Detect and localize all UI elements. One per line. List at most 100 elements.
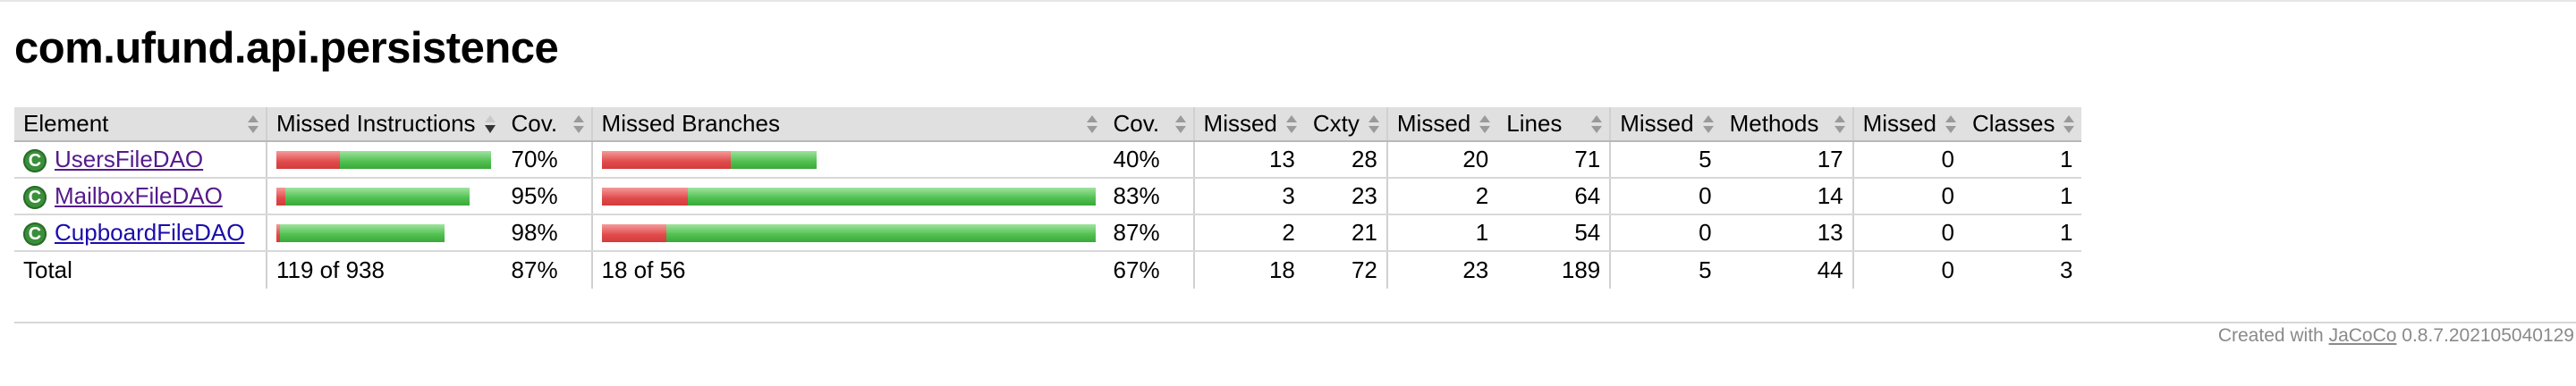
jacoco-link[interactable]: JaCoCo bbox=[2328, 325, 2397, 346]
classes: 1 bbox=[1962, 141, 2082, 179]
footer-prefix: Created with bbox=[2217, 325, 2324, 346]
cxty: 28 bbox=[1303, 141, 1387, 179]
missed-cxty: 3 bbox=[1192, 178, 1304, 215]
lines: 54 bbox=[1497, 214, 1611, 252]
missed-branches-bar-cell bbox=[590, 178, 1105, 215]
classes: 1 bbox=[1962, 178, 2082, 215]
coverage-table: Element Missed Instructions Cov. Missed … bbox=[14, 107, 2082, 289]
col-header-missed-classes-label: Missed bbox=[1862, 110, 1936, 137]
element-cell: C CupboardFileDAO bbox=[14, 214, 267, 252]
missed-lines: 2 bbox=[1385, 178, 1498, 215]
col-header-lines[interactable]: Lines bbox=[1497, 107, 1611, 142]
sort-arrows-icon bbox=[572, 114, 584, 133]
missed-methods: 0 bbox=[1609, 178, 1721, 215]
col-header-missed-instructions-label: Missed Instructions bbox=[276, 110, 476, 137]
col-header-cxty[interactable]: Cxty bbox=[1303, 107, 1387, 142]
col-header-element[interactable]: Element bbox=[14, 107, 267, 142]
col-header-methods-label: Methods bbox=[1729, 110, 1819, 137]
sort-arrows-icon bbox=[1591, 114, 1603, 133]
col-header-methods[interactable]: Methods bbox=[1720, 107, 1853, 142]
col-header-missed-methods-label: Missed bbox=[1620, 110, 1694, 137]
sort-arrows-icon bbox=[1285, 114, 1297, 133]
footer: Created with JaCoCo 0.8.7.202105040129 bbox=[2218, 325, 2576, 347]
footer-divider bbox=[14, 322, 2576, 323]
missed-lines: 20 bbox=[1385, 141, 1498, 179]
class-link[interactable]: UsersFileDAO bbox=[55, 146, 204, 172]
col-header-missed-classes[interactable]: Missed bbox=[1852, 107, 1963, 142]
missed-methods: 5 bbox=[1609, 141, 1721, 179]
missed-bar-segment bbox=[601, 150, 731, 169]
lines: 71 bbox=[1497, 141, 1611, 179]
missed-classes: 0 bbox=[1852, 214, 1963, 252]
col-header-missed-cxty[interactable]: Missed bbox=[1192, 107, 1304, 142]
missed-cxty: 2 bbox=[1192, 214, 1304, 252]
col-header-classes[interactable]: Classes bbox=[1962, 107, 2082, 142]
covered-bar-segment bbox=[340, 150, 491, 169]
missed-bar-segment bbox=[601, 187, 688, 206]
col-header-missed-lines[interactable]: Missed bbox=[1385, 107, 1498, 142]
methods: 14 bbox=[1720, 178, 1853, 215]
missed-cxty: 13 bbox=[1192, 141, 1304, 179]
cxty: 23 bbox=[1303, 178, 1387, 215]
col-header-cxty-label: Cxty bbox=[1312, 110, 1360, 137]
class-link[interactable]: MailboxFileDAO bbox=[55, 182, 223, 209]
class-icon: C bbox=[23, 149, 47, 173]
page-title: com.ufund.api.persistence bbox=[14, 24, 559, 72]
cov-branches: 87% bbox=[1104, 214, 1194, 252]
header-row: Element Missed Instructions Cov. Missed … bbox=[14, 107, 2082, 142]
col-header-classes-label: Classes bbox=[1971, 110, 2055, 137]
cov-instructions: 98% bbox=[502, 214, 592, 252]
total-row: Total 119 of 938 87% 18 of 56 67% 18 72 … bbox=[14, 251, 2081, 289]
covered-bar-segment bbox=[280, 223, 445, 242]
total-cov-branches: 67% bbox=[1113, 256, 1160, 283]
missed-classes: 0 bbox=[1852, 141, 1963, 179]
missed-instructions-bar-cell bbox=[266, 214, 503, 252]
cov-branches: 40% bbox=[1104, 141, 1194, 179]
table-row: C CupboardFileDAO 98% 87% 2 21 1 54 0 13 0 1 bbox=[14, 214, 2082, 252]
covered-bar-segment bbox=[665, 223, 1096, 242]
total-lines: 189 bbox=[1561, 256, 1601, 283]
methods: 17 bbox=[1720, 141, 1853, 179]
col-header-cov-instructions[interactable]: Cov. bbox=[502, 107, 592, 142]
total-cov-instructions: 87% bbox=[511, 256, 558, 283]
col-header-missed-instructions[interactable]: Missed Instructions bbox=[266, 107, 503, 142]
col-header-missed-lines-label: Missed bbox=[1396, 110, 1471, 137]
covered-bar-segment bbox=[730, 150, 817, 169]
covered-bar-segment bbox=[687, 187, 1096, 206]
total-missed-lines: 23 bbox=[1385, 251, 1498, 289]
coverage-bar bbox=[601, 187, 1096, 206]
cov-instructions: 70% bbox=[502, 141, 592, 179]
total-methods: 44 bbox=[1817, 256, 1843, 283]
missed-branches-bar-cell bbox=[590, 214, 1105, 252]
class-link[interactable]: CupboardFileDAO bbox=[55, 219, 245, 246]
cov-instructions: 95% bbox=[502, 178, 592, 215]
sort-arrows-icon bbox=[1479, 114, 1491, 133]
class-icon: C bbox=[23, 186, 47, 210]
element-cell: C UsersFileDAO bbox=[14, 141, 267, 179]
missed-instructions-bar-cell bbox=[266, 178, 503, 215]
class-icon: C bbox=[23, 222, 47, 247]
covered-bar-segment bbox=[285, 187, 470, 206]
missed-bar-segment bbox=[276, 150, 340, 169]
total-classes: 3 bbox=[2059, 256, 2073, 283]
lines: 64 bbox=[1497, 178, 1611, 215]
footer-version: 0.8.7.202105040129 bbox=[2402, 325, 2574, 346]
total-label: Total bbox=[23, 256, 72, 283]
sort-arrows-icon bbox=[1086, 114, 1097, 133]
total-missed-methods: 5 bbox=[1609, 251, 1721, 289]
coverage-bar bbox=[601, 150, 1096, 169]
missed-lines: 1 bbox=[1385, 214, 1498, 252]
sort-arrows-icon bbox=[2063, 114, 2075, 133]
sort-arrows-icon bbox=[1174, 114, 1186, 133]
sort-arrows-icon bbox=[1834, 114, 1845, 133]
col-header-element-label: Element bbox=[23, 110, 109, 137]
col-header-missed-methods[interactable]: Missed bbox=[1609, 107, 1721, 142]
missed-branches-bar-cell bbox=[590, 141, 1105, 179]
missed-bar-segment bbox=[601, 223, 666, 242]
coverage-bar bbox=[276, 223, 494, 242]
col-header-cov-branches-label: Cov. bbox=[1113, 110, 1160, 137]
classes: 1 bbox=[1962, 214, 2082, 252]
coverage-bar bbox=[601, 223, 1096, 242]
col-header-cov-branches[interactable]: Cov. bbox=[1104, 107, 1194, 142]
col-header-missed-branches[interactable]: Missed Branches bbox=[590, 107, 1105, 142]
